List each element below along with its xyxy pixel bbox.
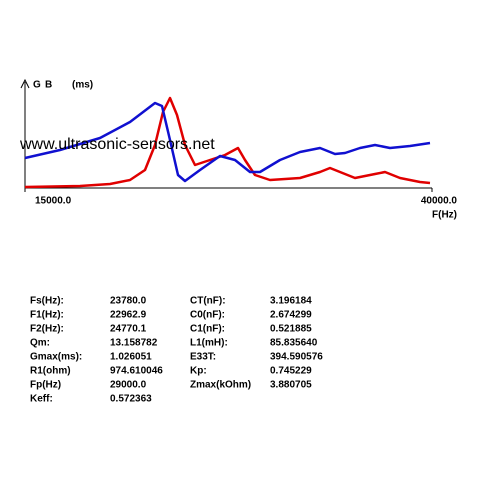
param-label: E33T: xyxy=(190,352,216,363)
param-label: Zmax(kOhm) xyxy=(190,380,251,391)
param-value: 974.610046 xyxy=(110,366,163,377)
param-label: Kp: xyxy=(190,366,207,377)
param-value: 13.158782 xyxy=(110,338,158,349)
param-value: 23780.0 xyxy=(110,296,147,307)
param-value: 3.196184 xyxy=(270,296,312,307)
param-label: F2(Hz): xyxy=(30,324,64,335)
param-value: 394.590576 xyxy=(270,352,323,363)
param-value: 29000.0 xyxy=(110,380,147,391)
param-value: 0.745229 xyxy=(270,366,312,377)
x-tick-label: 15000.0 xyxy=(35,196,72,207)
param-value: 22962.9 xyxy=(110,310,147,321)
watermark: www.ultrasonic-sensors.net xyxy=(19,136,215,153)
y-unit: (ms) xyxy=(72,80,93,91)
param-label: L1(mH): xyxy=(190,338,228,349)
param-label: F1(Hz): xyxy=(30,310,64,321)
param-value: 0.572363 xyxy=(110,394,152,405)
param-label: Fs(Hz): xyxy=(30,296,64,307)
param-label: C0(nF): xyxy=(190,310,225,321)
param-value: 85.835640 xyxy=(270,338,318,349)
param-label: C1(nF): xyxy=(190,324,225,335)
param-value: 1.026051 xyxy=(110,352,152,363)
param-value: 0.521885 xyxy=(270,324,312,335)
param-label: Qm: xyxy=(30,338,50,349)
param-label: CT(nF): xyxy=(190,296,226,307)
param-label: Fp(Hz) xyxy=(30,380,61,391)
legend-entry: G xyxy=(33,80,41,91)
param-value: 3.880705 xyxy=(270,380,312,391)
series-line xyxy=(24,101,431,183)
x-tick-label: 40000.0 xyxy=(421,196,458,207)
x-axis-label: F(Hz) xyxy=(432,210,457,221)
param-label: Gmax(ms): xyxy=(30,352,82,363)
series-line xyxy=(24,96,431,189)
param-value: 2.674299 xyxy=(270,310,312,321)
y-axis-arrow xyxy=(20,78,30,89)
param-value: 24770.1 xyxy=(110,324,147,335)
legend-entry: B xyxy=(45,80,52,91)
param-label: R1(ohm) xyxy=(30,366,71,377)
param-label: Keff: xyxy=(30,394,53,405)
